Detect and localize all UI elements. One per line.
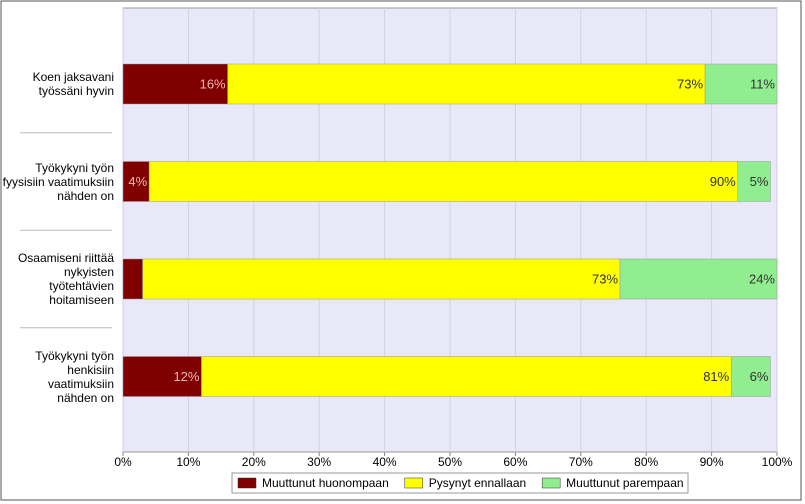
x-tick-label: 30% (307, 455, 331, 469)
value-label: 16% (200, 76, 226, 91)
legend-box (231, 472, 689, 494)
value-label: 73% (677, 76, 703, 91)
bar-segment (201, 356, 732, 397)
x-tick-label: 0% (114, 455, 132, 469)
x-tick-label: 50% (438, 455, 462, 469)
bar-segment (142, 258, 621, 300)
legend-swatch (237, 477, 257, 489)
x-tick-label: 60% (503, 455, 527, 469)
bar-segment (227, 63, 706, 105)
category-label: Koen jaksavani työssäni hyvin (32, 70, 114, 98)
x-tick-label: 70% (569, 455, 593, 469)
value-label: 5% (750, 174, 769, 189)
bar-segment (704, 63, 778, 105)
legend-label: Pysynyt ennallaan (429, 476, 526, 490)
value-label: 90% (710, 174, 736, 189)
category-label: Osaamiseni riittää nykyisten työtehtävie… (17, 251, 114, 307)
bar-segment (737, 161, 771, 202)
bar-segment (619, 258, 778, 300)
legend-label: Muuttunut parempaan (566, 476, 683, 490)
category-label: Työkykyni työn henkisiin vaatimuksiin nä… (35, 348, 114, 405)
x-tick-label: 10% (176, 455, 200, 469)
bar-segment (122, 258, 143, 300)
x-tick-label: 40% (373, 455, 397, 469)
value-label: 11% (750, 76, 775, 91)
legend-swatch (404, 477, 424, 489)
value-label: 4% (128, 174, 147, 189)
value-label: 73% (592, 271, 618, 286)
bar-segment (122, 356, 202, 397)
x-tick-label: 100% (762, 455, 793, 469)
bar-segment (148, 161, 739, 202)
value-label: 81% (703, 369, 729, 384)
value-label: 12% (173, 369, 199, 384)
bar-segment (122, 63, 228, 105)
legend-label: Muuttunut huonompaan (262, 476, 389, 490)
x-tick-label: 90% (700, 455, 724, 469)
legend-swatch (541, 477, 561, 489)
value-label: 6% (750, 369, 769, 384)
bar-segment (730, 356, 771, 397)
value-label: 24% (749, 271, 775, 286)
x-tick-label: 20% (242, 455, 266, 469)
x-tick-label: 80% (634, 455, 658, 469)
category-label: Työkykyni työn fyysisiin vaatimuksiin nä… (2, 160, 114, 203)
